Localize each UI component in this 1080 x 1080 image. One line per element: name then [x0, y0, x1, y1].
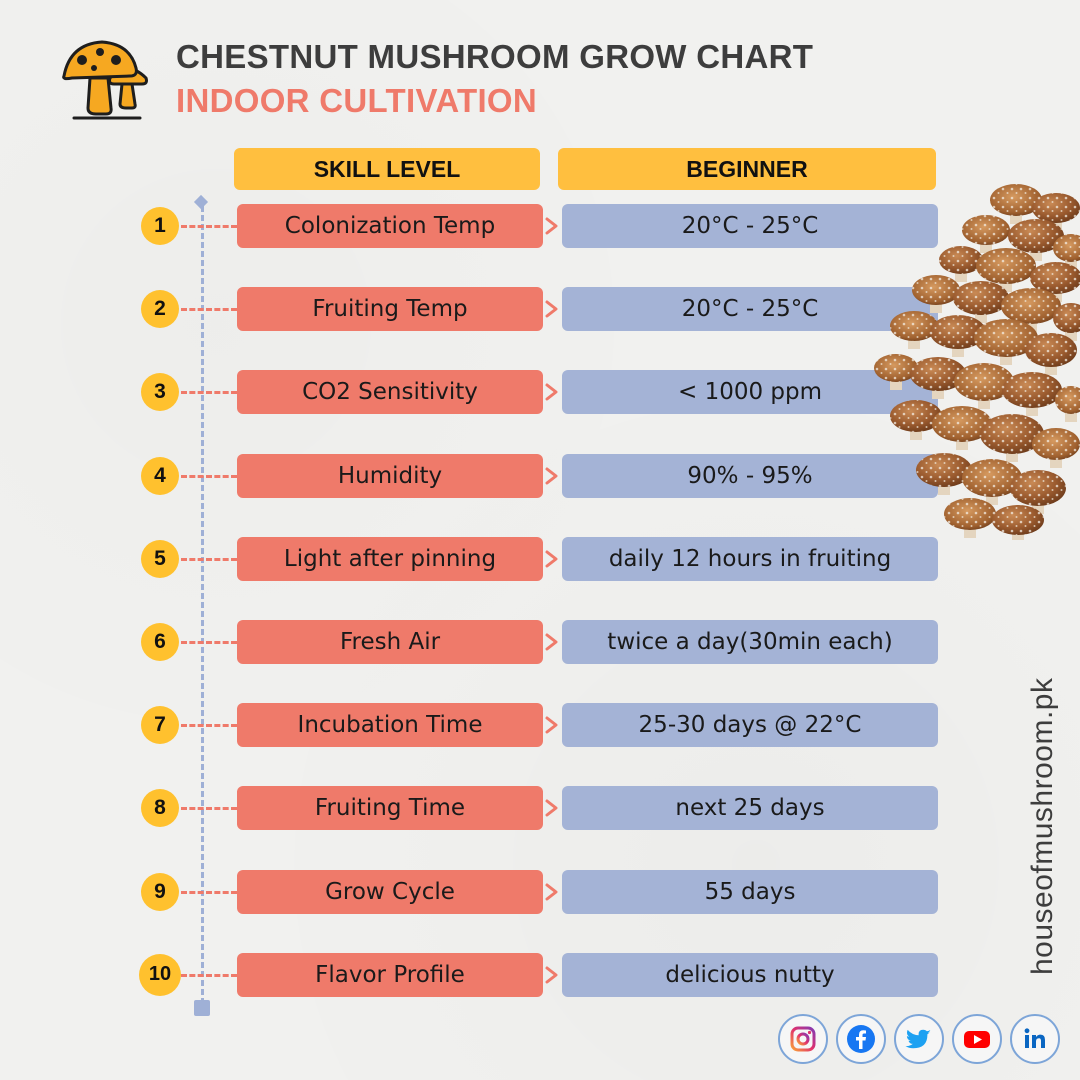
row-number-badge: 8 — [141, 789, 179, 828]
row-label: CO2 Sensitivity — [237, 370, 543, 415]
instagram-icon[interactable] — [778, 1014, 828, 1064]
row-label: Flavor Profile — [237, 952, 543, 997]
chevron-right-icon — [545, 467, 558, 485]
facebook-icon[interactable] — [836, 1014, 886, 1064]
row-connector — [181, 308, 237, 312]
table-row: 6 Fresh Air twice a day(30min each) — [0, 620, 1080, 664]
table-row: 7 Incubation Time 25-30 days @ 22°C — [0, 703, 1080, 748]
row-value: 55 days — [562, 869, 938, 914]
chevron-right-icon — [545, 383, 558, 401]
row-connector — [181, 391, 237, 395]
timeline-line — [201, 206, 204, 1004]
page-title: CHESTNUT MUSHROOM GROW CHART — [176, 38, 814, 75]
chevron-right-icon — [545, 883, 558, 901]
row-value: delicious nutty — [562, 952, 938, 997]
row-label: Colonization Temp — [237, 204, 543, 248]
row-connector — [181, 724, 237, 728]
row-label: Grow Cycle — [237, 869, 543, 914]
chevron-right-icon — [545, 966, 558, 984]
row-label: Light after pinning — [237, 536, 543, 581]
chevron-right-icon — [545, 799, 558, 817]
table-row: 8 Fruiting Time next 25 days — [0, 786, 1080, 831]
row-number-badge: 10 — [139, 953, 181, 996]
chevron-right-icon — [545, 217, 558, 235]
table-row: 1 Colonization Temp 20°C - 25°C — [0, 204, 1080, 248]
table-row: 5 Light after pinning daily 12 hours in fr… — [0, 536, 1080, 581]
row-number-badge: 9 — [141, 872, 179, 911]
row-number-badge: 3 — [141, 373, 179, 412]
page-subtitle: INDOOR CULTIVATION — [176, 82, 538, 119]
table-row: 3 CO2 Sensitivity < 1000 ppm — [0, 370, 1080, 415]
chevron-right-icon — [545, 550, 558, 568]
column-header-beginner: BEGINNER — [558, 148, 936, 190]
row-connector — [181, 641, 237, 644]
row-connector — [181, 973, 237, 977]
chevron-right-icon — [545, 300, 558, 318]
row-value: daily 12 hours in fruiting — [562, 536, 938, 581]
row-connector — [181, 807, 237, 811]
row-connector — [181, 474, 237, 478]
chestnut-mushroom-cluster-image — [874, 184, 1080, 540]
row-number-badge: 1 — [141, 207, 179, 245]
row-label: Incubation Time — [237, 703, 543, 748]
row-number-badge: 2 — [141, 290, 179, 329]
table-row: 9 Grow Cycle 55 days — [0, 869, 1080, 914]
row-number-badge: 5 — [141, 539, 179, 578]
timeline-bottom-square — [194, 1000, 210, 1016]
row-value: 20°C - 25°C — [562, 287, 938, 332]
row-label: Fruiting Time — [237, 786, 543, 831]
row-label: Fruiting Temp — [237, 287, 543, 332]
table-row: 10 Flavor Profile delicious nutty — [0, 952, 1080, 997]
youtube-icon[interactable] — [952, 1014, 1002, 1064]
row-value: 90% - 95% — [562, 453, 938, 498]
row-number-badge: 7 — [141, 706, 179, 745]
row-label: Fresh Air — [237, 620, 543, 664]
row-value: next 25 days — [562, 786, 938, 831]
website-label: houseofmushroom.pk — [1026, 677, 1059, 976]
row-connector — [181, 557, 237, 561]
table-row: 2 Fruiting Temp 20°C - 25°C — [0, 287, 1080, 332]
row-connector — [181, 890, 237, 894]
chevron-right-icon — [545, 716, 558, 734]
row-connector — [181, 225, 237, 228]
row-value: twice a day(30min each) — [562, 620, 938, 664]
table-row: 4 Humidity 90% - 95% — [0, 453, 1080, 498]
mushroom-logo-icon — [62, 40, 148, 120]
twitter-icon[interactable] — [894, 1014, 944, 1064]
row-value: 25-30 days @ 22°C — [562, 703, 938, 748]
chevron-right-icon — [545, 633, 558, 651]
column-header-skill-level: SKILL LEVEL — [234, 148, 540, 190]
row-number-badge: 6 — [141, 623, 179, 661]
row-number-badge: 4 — [141, 456, 179, 495]
row-value: < 1000 ppm — [562, 370, 938, 415]
row-value: 20°C - 25°C — [562, 204, 938, 248]
linkedin-icon[interactable] — [1010, 1014, 1060, 1064]
row-label: Humidity — [237, 453, 543, 498]
